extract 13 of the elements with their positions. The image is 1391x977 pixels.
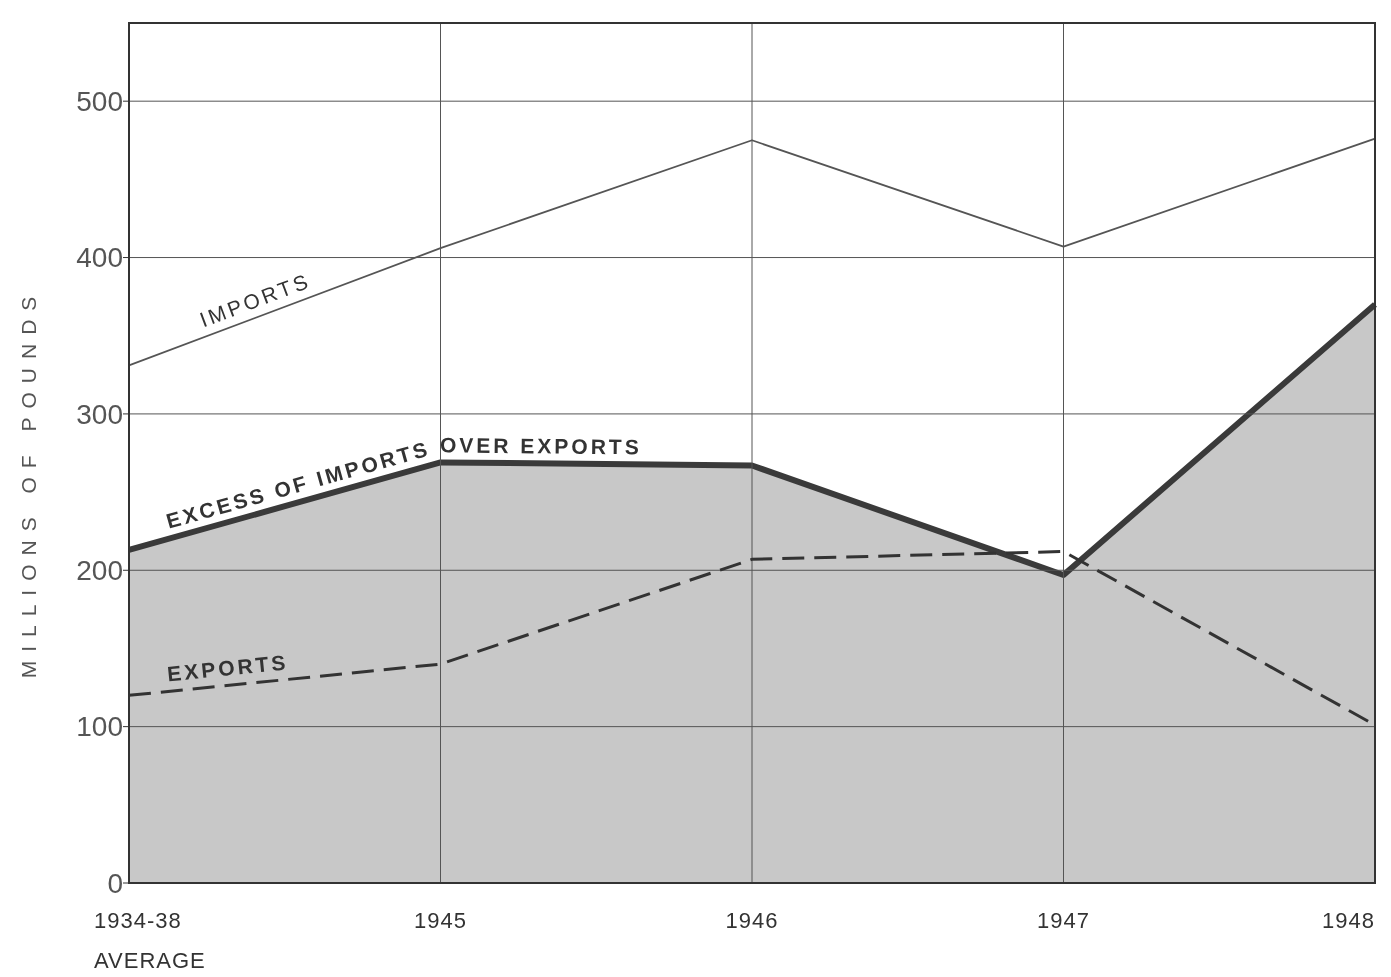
x-tick-label: 1934-38 AVERAGE <box>94 908 206 973</box>
y-tick-label: 100 <box>76 711 123 743</box>
series-label: EXPORTS <box>166 650 290 686</box>
x-tick-label: 1945 <box>414 908 467 933</box>
y-tick-label: 300 <box>76 398 123 430</box>
y-axis-title: MILLIONS OF POUNDS <box>17 287 40 679</box>
y-tick-label: 500 <box>76 85 123 117</box>
y-tick-label: 0 <box>107 867 123 899</box>
x-tick-label: 1947 <box>1037 908 1090 933</box>
x-tick-label: 1946 <box>725 908 779 933</box>
y-tick-label: 200 <box>76 555 123 587</box>
x-tick-label: 1948 <box>1322 908 1375 933</box>
y-tick-label: 400 <box>76 242 123 274</box>
